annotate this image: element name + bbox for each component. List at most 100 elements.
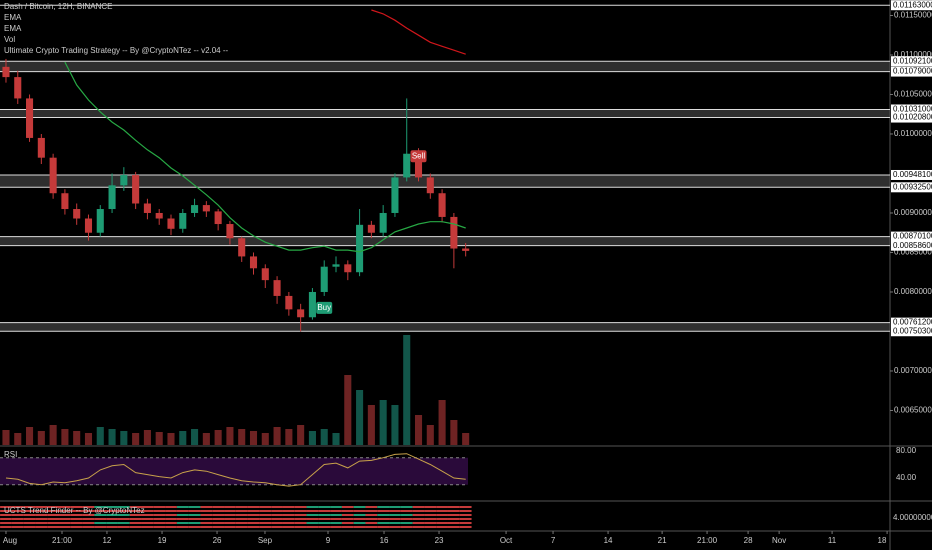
volume-bar [332,433,340,445]
trend-stripe [176,526,189,528]
trend-stripe [0,510,12,512]
trend-stripe [389,526,401,528]
trend-stripe [117,514,130,516]
trend-stripe [11,518,24,520]
volume-bar [132,433,140,445]
trend-stripe [0,514,12,516]
trend-stripe [153,518,166,520]
trend-stripe [306,510,319,512]
trend-stripe [176,514,189,516]
candle-body [132,175,140,204]
candle-body [2,66,10,78]
trend-stripe [282,514,295,516]
trend-stripe [353,522,366,524]
trend-stripe [389,522,401,524]
trend-stripe [153,510,166,512]
candle-body [332,264,340,267]
rsi-title: RSI [4,450,17,459]
trend-stripe [200,506,213,508]
candle-body [120,175,128,186]
trend-stripe [82,506,95,508]
trend-stripe [165,514,177,516]
trend-stripe [318,510,331,512]
candle-body [438,193,446,217]
trend-stripe [94,518,107,520]
trend-stripe [259,526,272,528]
trend-stripe [447,506,460,508]
level-label-bg [891,169,932,180]
level-label-bg [891,326,932,337]
candle-body [179,212,187,229]
trend-stripe [282,518,295,520]
volume-bar [61,429,69,445]
volume-bar [261,433,269,445]
candle-body [379,212,387,233]
trend-stripe [35,510,48,512]
candle-body [403,153,411,178]
volume-bar [462,433,470,445]
trend-stripe [176,506,189,508]
trend-stripe [11,510,24,512]
x-tick-label: Aug [3,536,17,545]
rsi-tick-label: 40.00 [896,473,917,482]
trend-stripe [424,526,437,528]
trend-stripe [59,526,71,528]
trend-stripe [82,526,95,528]
trend-stripe [377,526,390,528]
candle-body [155,212,163,219]
rsi-band [0,457,468,485]
trend-stripe [82,510,95,512]
x-tick-label: 26 [213,536,222,545]
candle-body [273,280,281,296]
candle-body [249,256,258,269]
candle-body [297,309,305,318]
candle-body [49,157,57,194]
candle-body [202,205,210,212]
volume-bar [2,430,10,445]
trend-stripe [23,522,36,524]
level-label: 0.01163000 [893,0,932,9]
trend-stripe [35,506,48,508]
candle-body [320,266,328,292]
trend-stripe [23,526,36,528]
trend-stripe [353,506,366,508]
trend-stripe [436,526,448,528]
trend-stripe [436,506,448,508]
trend-stripe [436,510,448,512]
trend-stripe [294,506,307,508]
x-tick-label: 21:00 [52,536,73,545]
level-label: 0.00870100 [893,232,932,241]
level-label: 0.00948100 [893,170,932,179]
trend-stripe [200,526,213,528]
trend-stripe [341,514,354,516]
trend-stripe [59,506,71,508]
legend-entry: EMA [4,24,22,33]
trend-stripe [176,518,189,520]
level-label-bg [891,182,932,193]
level-label-bg [891,112,932,123]
trend-stripe [82,522,95,524]
trend-stripe [424,506,437,508]
level-label: 0.01031000 [893,105,932,114]
candle-body [344,264,352,273]
trend-stripe [129,506,142,508]
trend-stripe [389,518,401,520]
level-zone [0,61,890,72]
volume-bar [37,431,45,445]
trend-stripe [224,522,236,524]
trend-stripe [247,506,260,508]
trend-stripe [106,506,118,508]
trend-stripe [23,506,36,508]
x-tick-label: 12 [102,536,111,545]
x-tick-label: 21 [658,536,667,545]
trend-stripe [424,522,437,524]
volume-bar [49,425,57,445]
trend-stripe [341,510,354,512]
volume-bar [143,430,151,445]
level-zone [0,109,890,118]
trend-stripe [59,518,71,520]
volume-bar [167,433,175,445]
trend-stripe [141,510,154,512]
rsi-line [5,453,466,487]
